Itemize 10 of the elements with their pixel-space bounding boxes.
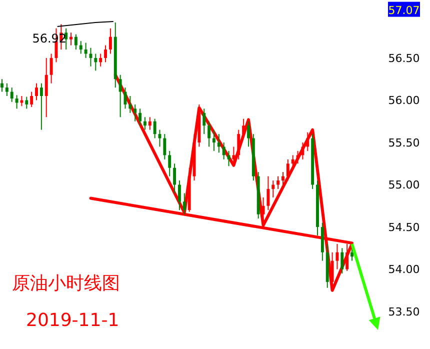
y-tick-label: 56.50 [388, 52, 420, 65]
y-tick-label: 53.50 [388, 306, 420, 318]
y-tick-label: 56.00 [388, 94, 420, 108]
text: 2019-11-1 [26, 310, 120, 331]
y-tick-label: 55.50 [388, 136, 420, 150]
y-tick-label: 57.07 [388, 4, 420, 17]
y-tick-label: 54.00 [388, 263, 420, 276]
y-tick-label: 55.00 [388, 178, 420, 192]
text: 原油小时线图 [12, 273, 120, 294]
y-tick-label: 54.50 [388, 220, 420, 234]
